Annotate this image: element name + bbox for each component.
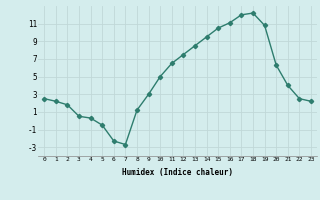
X-axis label: Humidex (Indice chaleur): Humidex (Indice chaleur) (122, 168, 233, 177)
